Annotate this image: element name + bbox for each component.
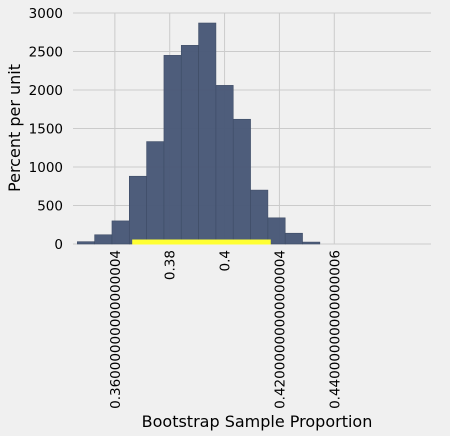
histogram-bar-9 [232,118,251,245]
x-tick-label-4: 0.44000000000000006 [327,250,343,409]
histogram-bar-13 [302,241,321,245]
histogram-bar-3 [128,175,147,245]
histogram-bar-8 [215,85,234,245]
histogram-bar-4 [146,141,165,245]
histogram-bar-11 [267,217,286,245]
x-axis-label: Bootstrap Sample Proportion [142,412,373,431]
y-tick-label-4: 2000 [29,83,63,99]
y-axis-label: Percent per unit [5,64,24,192]
x-axis-ticks: 0.36000000000000004 0.38 0.4 0.420000000000… [108,250,343,409]
histogram-bar-2 [111,220,130,245]
x-tick-label-0: 0.36000000000000004 [108,250,124,409]
histogram-bar-7 [198,22,217,245]
x-tick-label-3: 0.42000000000000004 [272,250,288,409]
histogram-bar-0 [77,241,95,245]
y-tick-label-1: 500 [37,199,63,215]
histogram-bar-10 [250,189,269,245]
histogram-bar-12 [284,232,303,245]
y-tick-label-2: 1000 [29,160,63,176]
histogram-bar-6 [180,45,199,245]
y-tick-label-3: 1500 [29,122,63,138]
x-tick-label-2: 0.4 [218,250,234,271]
y-tick-label-5: 2500 [29,45,63,61]
histogram-bar-1 [94,234,113,245]
y-axis-ticks: 0 500 1000 1500 2000 2500 3000 [29,6,63,253]
y-tick-label-6: 3000 [29,6,63,22]
x-tick-label-1: 0.38 [163,250,179,280]
histogram-bars [77,22,321,245]
histogram-bar-5 [163,55,182,245]
y-tick-label-0: 0 [54,237,63,253]
